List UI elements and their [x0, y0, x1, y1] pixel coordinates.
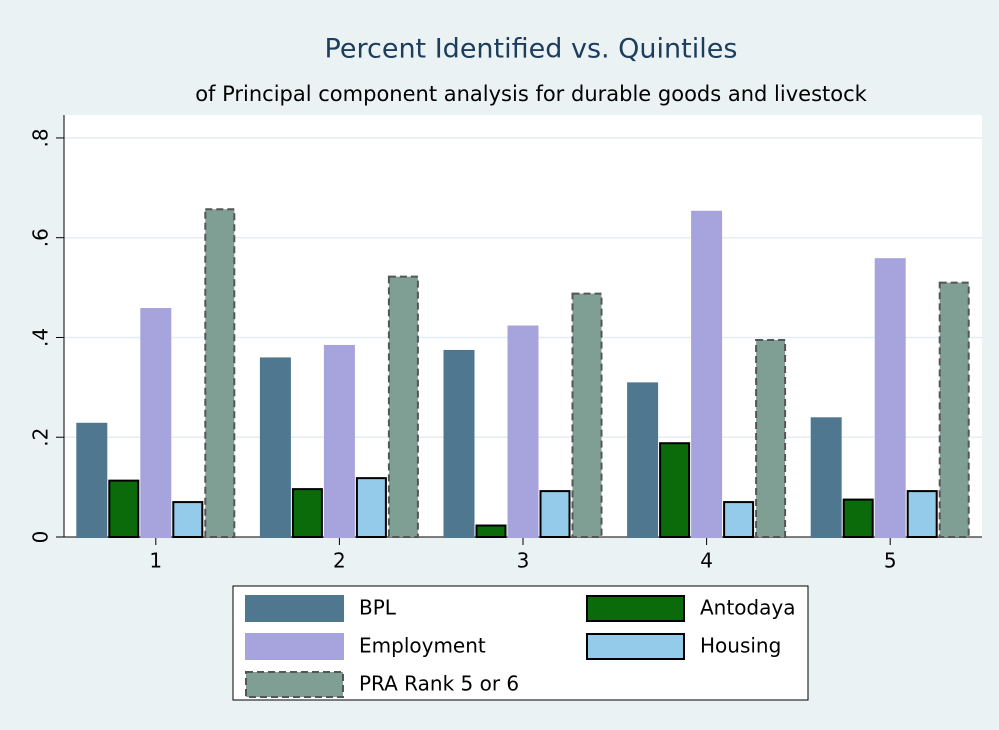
- y-tick-label: .8: [29, 128, 53, 147]
- bar: [723, 501, 755, 538]
- bar: [76, 422, 108, 538]
- bar: [323, 344, 355, 539]
- y-tick-label: .4: [29, 328, 53, 347]
- bar: [172, 501, 204, 538]
- bar: [691, 210, 723, 538]
- legend-label: Housing: [700, 634, 781, 658]
- y-tick-label: .6: [29, 228, 53, 247]
- legend-label: PRA Rank 5 or 6: [359, 672, 519, 696]
- legend-label: Antodaya: [700, 596, 795, 620]
- x-tick-label: 1: [149, 549, 162, 573]
- bar: [842, 498, 874, 538]
- bar: [874, 258, 906, 538]
- x-tick-label: 2: [333, 549, 346, 573]
- bar: [539, 490, 571, 538]
- bar: [938, 281, 970, 538]
- legend-swatch: [245, 633, 344, 660]
- legend-label: Employment: [359, 634, 486, 658]
- bar: [259, 357, 291, 538]
- bar: [659, 442, 691, 539]
- bar: [906, 490, 938, 538]
- bar: [140, 308, 172, 538]
- chart-subtitle: of Principal component analysis for dura…: [195, 82, 867, 106]
- x-tick-label: 3: [517, 549, 530, 573]
- bar: [475, 524, 507, 538]
- bar: [627, 382, 659, 539]
- legend-swatch: [586, 633, 685, 660]
- bar: [571, 292, 603, 539]
- bar: [204, 208, 236, 539]
- bar: [291, 488, 323, 538]
- bar: [108, 479, 140, 539]
- bar: [443, 349, 475, 538]
- legend-swatch: [586, 595, 685, 622]
- chart-title: Percent Identified vs. Quintiles: [325, 34, 738, 65]
- x-tick-label: 5: [884, 549, 897, 573]
- legend-swatch: [245, 595, 344, 622]
- y-tick-label: .2: [29, 428, 53, 447]
- legend-label: BPL: [359, 596, 397, 620]
- y-tick-label: 0: [29, 531, 53, 544]
- bar: [387, 275, 419, 538]
- bar: [755, 338, 787, 538]
- bar: [810, 417, 842, 538]
- x-tick-label: 4: [700, 549, 713, 573]
- bar: [355, 477, 387, 538]
- bar: [507, 325, 539, 538]
- legend-swatch: [245, 671, 344, 698]
